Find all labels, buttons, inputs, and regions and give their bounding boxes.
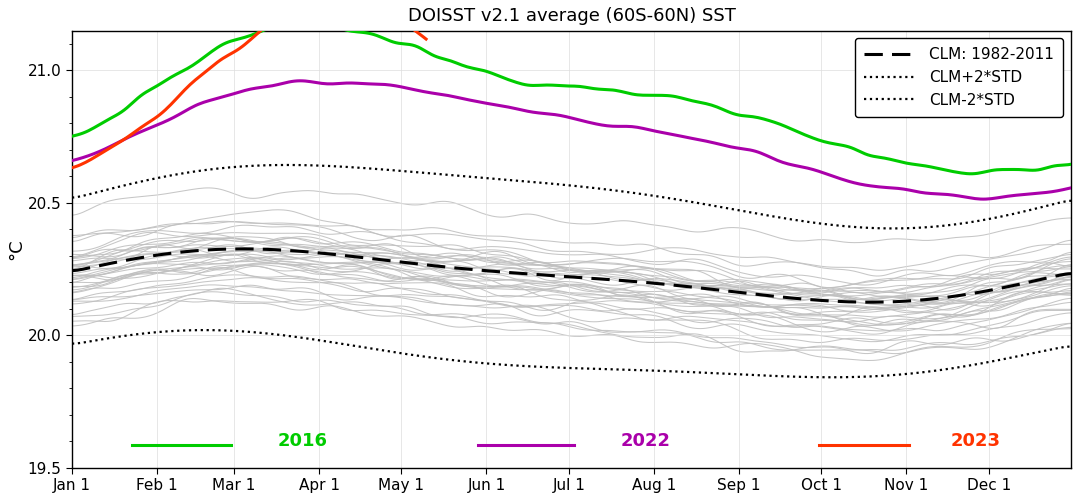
CLM+2*STD <box>277 162 290 168</box>
Y-axis label: °C: °C <box>6 238 25 260</box>
CLM-2*STD <box>1065 344 1078 349</box>
Text: 2023: 2023 <box>951 432 1000 450</box>
CLM: 1982-2011: (0, 20.2): 1982-2011: (0, 20.2) <box>66 268 79 274</box>
CLM: 1982-2011: (101, 20.3): 1982-2011: (101, 20.3) <box>343 253 356 259</box>
CLM+2*STD <box>467 174 480 180</box>
Title: DOISST v2.1 average (60S-60N) SST: DOISST v2.1 average (60S-60N) SST <box>407 7 735 25</box>
CLM-2*STD <box>343 342 356 348</box>
CLM+2*STD <box>1023 207 1036 213</box>
CLM-2*STD <box>927 368 940 374</box>
CLM+2*STD <box>279 162 292 168</box>
CLM+2*STD <box>1065 198 1078 204</box>
CLM+2*STD <box>886 226 899 232</box>
CLM-2*STD <box>826 374 839 380</box>
Text: 2022: 2022 <box>621 432 671 450</box>
CLM-2*STD <box>467 359 480 365</box>
CLM-2*STD <box>279 332 292 338</box>
Text: 2016: 2016 <box>278 432 328 450</box>
CLM: 1982-2011: (148, 20.2): 1982-2011: (148, 20.2) <box>472 267 485 273</box>
Line: CLM-2*STD: CLM-2*STD <box>72 330 1072 378</box>
CLM: 1982-2011: (62, 20.3): 1982-2011: (62, 20.3) <box>236 246 249 252</box>
CLM-2*STD <box>1023 351 1036 357</box>
CLM+2*STD <box>66 194 79 200</box>
CLM: 1982-2011: (146, 20.2): 1982-2011: (146, 20.2) <box>467 266 480 272</box>
CLM: 1982-2011: (349, 20.2): 1982-2011: (349, 20.2) <box>1023 279 1036 285</box>
CLM-2*STD <box>197 327 210 333</box>
CLM: 1982-2011: (291, 20.1): 1982-2011: (291, 20.1) <box>865 299 877 305</box>
Line: CLM+2*STD: CLM+2*STD <box>72 165 1072 228</box>
CLM-2*STD <box>66 340 79 346</box>
CLM+2*STD <box>927 224 940 230</box>
CLM+2*STD <box>472 174 485 180</box>
Legend: CLM: 1982-2011, CLM+2*STD, CLM-2*STD: CLM: 1982-2011, CLM+2*STD, CLM-2*STD <box>855 38 1063 117</box>
CLM+2*STD <box>343 164 356 170</box>
CLM: 1982-2011: (314, 20.1): 1982-2011: (314, 20.1) <box>927 296 940 302</box>
CLM: 1982-2011: (78, 20.3): 1982-2011: (78, 20.3) <box>279 248 292 254</box>
CLM-2*STD <box>472 360 485 366</box>
CLM: 1982-2011: (364, 20.2): 1982-2011: (364, 20.2) <box>1065 270 1078 276</box>
Line: CLM: 1982-2011: CLM: 1982-2011 <box>72 249 1072 302</box>
